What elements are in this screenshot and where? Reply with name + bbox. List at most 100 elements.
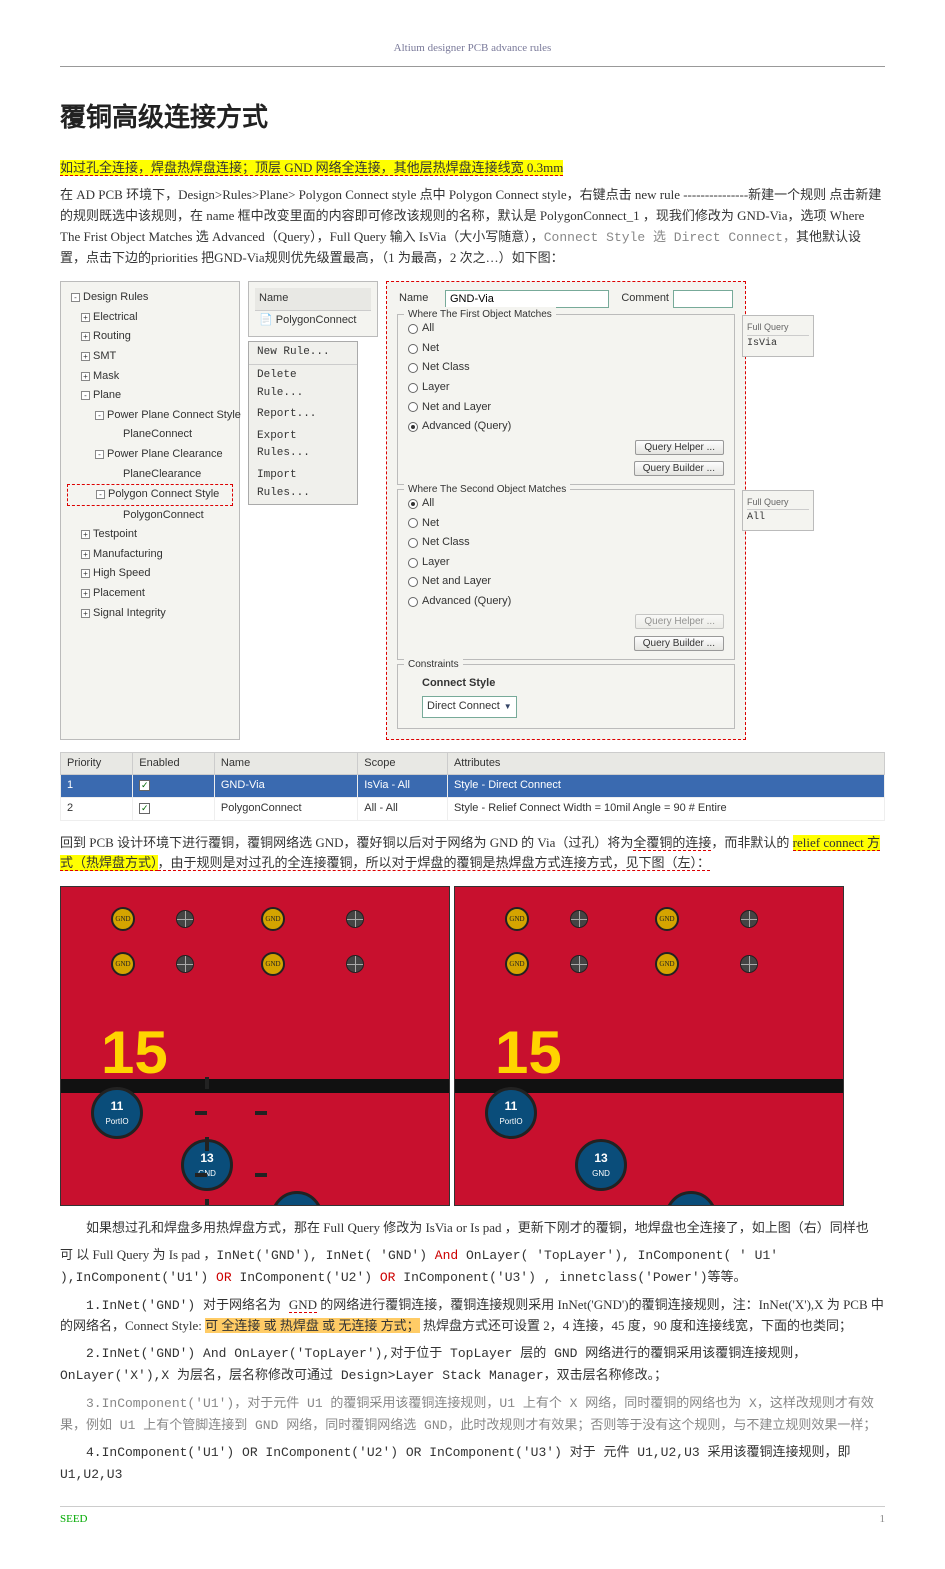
- table-header: Name: [214, 752, 357, 775]
- via-cross: [346, 910, 364, 928]
- paragraph-1: 在 AD PCB 环境下，Design>Rules>Plane> Polygon…: [60, 185, 885, 269]
- context-menu: New Rule...Delete Rule...Report...Export…: [248, 341, 358, 505]
- thermal-spoke: [255, 1111, 267, 1115]
- list-item-4: 4.InComponent('U1') OR InComponent('U2')…: [60, 1442, 885, 1486]
- radio-option[interactable]: Advanced (Query): [402, 417, 730, 437]
- list-item-2: 2.InNet('GND') And OnLayer('TopLayer'),对…: [60, 1343, 885, 1387]
- query-helper-btn[interactable]: Query Helper ...: [635, 440, 724, 455]
- tree-item[interactable]: +High Speed: [67, 564, 233, 584]
- first-match-group: Where The First Object Matches AllNetNet…: [397, 314, 735, 485]
- tree-item[interactable]: -Plane: [67, 386, 233, 406]
- gnd-via: GND: [505, 952, 529, 976]
- table-row[interactable]: 2✓PolygonConnectAll - AllStyle - Relief …: [61, 798, 885, 821]
- pcb-pad: 13GND: [575, 1139, 627, 1191]
- query-builder-btn-2[interactable]: Query Builder ...: [634, 636, 724, 651]
- radio-option[interactable]: Net and Layer: [402, 398, 730, 418]
- tree-item[interactable]: -Polygon Connect Style: [67, 484, 233, 506]
- table-header: Scope: [358, 752, 448, 775]
- name-col-val[interactable]: 📄 PolygonConnect: [255, 311, 371, 331]
- via-cross: [176, 955, 194, 973]
- via-cross: [176, 910, 194, 928]
- context-menu-item[interactable]: Report...: [249, 404, 357, 426]
- page-title: 覆铜高级连接方式: [60, 97, 885, 139]
- intro-line: 如过孔全连接，焊盘热焊盘连接；顶层 GND 网络全连接，其他层热焊盘连接线宽 0…: [60, 158, 885, 179]
- full-query-1: Full Query IsVia: [742, 315, 814, 356]
- comment-input[interactable]: [673, 290, 733, 308]
- full-query-2: Full Query All: [742, 490, 814, 531]
- pcb-pad: 11PortIO: [485, 1087, 537, 1139]
- radio-option[interactable]: Net and Layer: [402, 572, 730, 592]
- tree-item[interactable]: PlaneConnect: [67, 425, 233, 445]
- page-footer: SEED 1: [60, 1506, 885, 1529]
- full-query-2-val[interactable]: All: [747, 510, 809, 526]
- footer-page: 1: [880, 1511, 886, 1529]
- tree-item[interactable]: +Mask: [67, 367, 233, 387]
- connect-style-select[interactable]: Direct Connect▼: [422, 696, 517, 718]
- gnd-via: GND: [111, 952, 135, 976]
- pcb-right: GNDGNDGNDGND1511PortIO13GND15PortIO17Por…: [454, 886, 844, 1206]
- pcb-left: GNDGNDGNDGND1511PortIO13GND15PortIO17Por…: [60, 886, 450, 1206]
- gnd-via: GND: [505, 907, 529, 931]
- tree-item[interactable]: +Placement: [67, 584, 233, 604]
- query-helper-btn-2[interactable]: Query Helper ...: [635, 614, 724, 629]
- paragraph-2: 回到 PCB 设计环境下进行覆铜，覆铜网络选 GND，覆好铜以后对于网络为 GN…: [60, 833, 885, 875]
- pcb-pad: 15PortIO: [271, 1191, 323, 1206]
- tree-item[interactable]: +Testpoint: [67, 525, 233, 545]
- name-col-head: Name: [255, 288, 371, 311]
- list-item-3: 3.InComponent('U1')，对于元件 U1 的覆铜采用该覆铜连接规则…: [60, 1393, 885, 1437]
- via-cross: [740, 910, 758, 928]
- table-header: Priority: [61, 752, 133, 775]
- radio-option[interactable]: Net: [402, 514, 730, 534]
- tree-item[interactable]: -Power Plane Connect Style: [67, 406, 233, 426]
- table-header: Enabled: [133, 752, 215, 775]
- rules-tree: -Design Rules +Electrical+Routing+SMT+Ma…: [60, 281, 240, 740]
- thermal-spoke: [205, 1077, 209, 1089]
- name-column: Name 📄 PolygonConnect: [248, 281, 378, 337]
- gnd-via: GND: [655, 952, 679, 976]
- context-menu-item[interactable]: New Rule...: [249, 342, 357, 365]
- second-match-group: Where The Second Object Matches AllNetNe…: [397, 489, 735, 660]
- pcb-pad: 15PortIO: [665, 1191, 717, 1206]
- tree-item[interactable]: +Manufacturing: [67, 545, 233, 565]
- tree-item[interactable]: +Electrical: [67, 308, 233, 328]
- gnd-via: GND: [111, 907, 135, 931]
- gnd-via: GND: [261, 952, 285, 976]
- radio-option[interactable]: Net Class: [402, 533, 730, 553]
- via-cross: [740, 955, 758, 973]
- tree-root[interactable]: -Design Rules: [67, 288, 233, 308]
- pcb-comparison: GNDGNDGNDGND1511PortIO13GND15PortIO17Por…: [60, 886, 885, 1206]
- context-menu-item[interactable]: Delete Rule...: [249, 365, 357, 404]
- table-row[interactable]: 1✓GND-ViaIsVia - AllStyle - Direct Conne…: [61, 775, 885, 798]
- table-header: Attributes: [447, 752, 884, 775]
- radio-option[interactable]: Net Class: [402, 358, 730, 378]
- footer-label: SEED: [60, 1511, 88, 1529]
- gnd-via: GND: [655, 907, 679, 931]
- query-builder-btn[interactable]: Query Builder ...: [634, 461, 724, 476]
- tree-item[interactable]: +Signal Integrity: [67, 604, 233, 624]
- paragraph-3: 如果想过孔和焊盘多用热焊盘方式，那在 Full Query 修改为 IsVia …: [60, 1218, 885, 1239]
- radio-option[interactable]: Layer: [402, 553, 730, 573]
- tree-item[interactable]: -Power Plane Clearance: [67, 445, 233, 465]
- name-label: Name: [399, 290, 441, 308]
- radio-option[interactable]: Net: [402, 339, 730, 359]
- tree-item[interactable]: +Routing: [67, 327, 233, 347]
- paragraph-4: 可 以 Full Query 为 Is pad ，InNet('GND'), I…: [60, 1245, 885, 1289]
- name-input[interactable]: [445, 290, 609, 308]
- tree-item[interactable]: PlaneClearance: [67, 465, 233, 485]
- tree-item[interactable]: PolygonConnect: [67, 506, 233, 526]
- radio-option[interactable]: Layer: [402, 378, 730, 398]
- connect-style-label: Connect Style: [422, 675, 710, 693]
- rule-form: Name Comment Where The First Object Matc…: [386, 281, 746, 740]
- tree-item[interactable]: +SMT: [67, 347, 233, 367]
- radio-option[interactable]: Advanced (Query): [402, 592, 730, 612]
- thermal-spoke: [255, 1173, 267, 1177]
- context-menu-item[interactable]: Export Rules...: [249, 426, 357, 465]
- thermal-spoke: [195, 1173, 207, 1177]
- via-cross: [570, 955, 588, 973]
- context-menu-item[interactable]: Import Rules...: [249, 465, 357, 504]
- comment-label: Comment: [621, 290, 669, 308]
- pcb-pad: 11PortIO: [91, 1087, 143, 1139]
- via-cross: [570, 910, 588, 928]
- thermal-spoke: [205, 1199, 209, 1206]
- full-query-1-val[interactable]: IsVia: [747, 336, 809, 352]
